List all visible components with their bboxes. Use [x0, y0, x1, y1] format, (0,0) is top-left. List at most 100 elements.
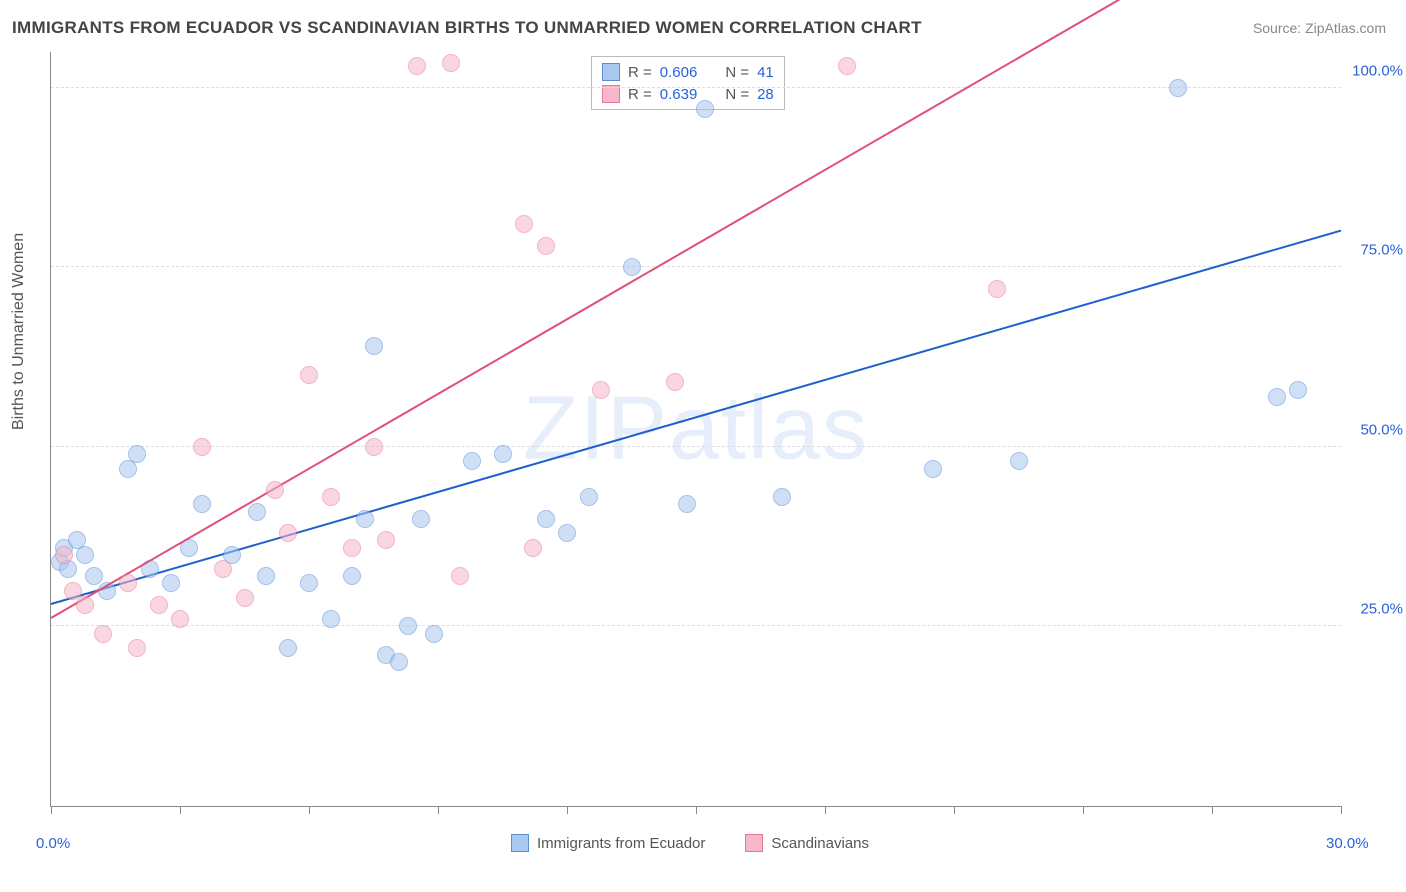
legend-swatch [745, 834, 763, 852]
legend-swatch [602, 63, 620, 81]
data-point [425, 625, 443, 643]
data-point [322, 488, 340, 506]
data-point [399, 617, 417, 635]
legend-swatch [511, 834, 529, 852]
x-tick [1341, 806, 1342, 814]
x-tick [825, 806, 826, 814]
chart-title: IMMIGRANTS FROM ECUADOR VS SCANDINAVIAN … [12, 18, 922, 38]
data-point [365, 438, 383, 456]
data-point [150, 596, 168, 614]
n-label: N = [725, 86, 749, 103]
data-point [377, 531, 395, 549]
data-point [988, 280, 1006, 298]
data-point [1169, 79, 1187, 97]
data-point [537, 510, 555, 528]
data-point [412, 510, 430, 528]
series-legend: Immigrants from Ecuador Scandinavians [511, 834, 869, 852]
data-point [85, 567, 103, 585]
data-point [193, 495, 211, 513]
plot-area: ZIPatlas R =0.606N =41R =0.639N =28 Immi… [50, 52, 1341, 807]
data-point [322, 610, 340, 628]
data-point [356, 510, 374, 528]
gridline [51, 87, 1341, 88]
data-point [343, 567, 361, 585]
data-point [119, 574, 137, 592]
data-point [300, 366, 318, 384]
trend-line [51, 230, 1342, 605]
legend-row: R = 0.606 N = 41 [602, 61, 774, 83]
x-tick [438, 806, 439, 814]
data-point [171, 610, 189, 628]
data-point [451, 567, 469, 585]
data-point [623, 258, 641, 276]
x-tick [1083, 806, 1084, 814]
legend-label: Immigrants from Ecuador [537, 835, 705, 852]
data-point [279, 524, 297, 542]
data-point [1289, 381, 1307, 399]
x-tick-label: 0.0% [36, 835, 70, 852]
data-point [94, 625, 112, 643]
data-point [924, 460, 942, 478]
data-point [558, 524, 576, 542]
data-point [76, 596, 94, 614]
data-point [55, 546, 73, 564]
x-tick [1212, 806, 1213, 814]
n-value: 28 [757, 86, 774, 103]
data-point [248, 503, 266, 521]
data-point [537, 237, 555, 255]
r-label: R = [628, 86, 652, 103]
data-point [76, 546, 94, 564]
r-label: R = [628, 64, 652, 81]
x-tick [180, 806, 181, 814]
n-value: 41 [757, 64, 774, 81]
n-label: N = [725, 64, 749, 81]
r-value: 0.606 [660, 64, 698, 81]
data-point [580, 488, 598, 506]
legend-item: Scandinavians [745, 834, 869, 852]
data-point [442, 54, 460, 72]
data-point [666, 373, 684, 391]
data-point [592, 381, 610, 399]
data-point [838, 57, 856, 75]
x-tick [696, 806, 697, 814]
source-label: Source: ZipAtlas.com [1253, 20, 1386, 36]
data-point [266, 481, 284, 499]
data-point [365, 337, 383, 355]
gridline [51, 446, 1341, 447]
data-point [193, 438, 211, 456]
data-point [515, 215, 533, 233]
x-tick [954, 806, 955, 814]
watermark-text: ZIPatlas [523, 378, 869, 481]
x-tick-label: 30.0% [1326, 835, 1369, 852]
data-point [343, 539, 361, 557]
data-point [214, 560, 232, 578]
data-point [257, 567, 275, 585]
data-point [678, 495, 696, 513]
legend-item: Immigrants from Ecuador [511, 834, 705, 852]
data-point [128, 445, 146, 463]
data-point [524, 539, 542, 557]
y-tick-label: 50.0% [1360, 421, 1403, 438]
data-point [408, 57, 426, 75]
y-tick-label: 75.0% [1360, 242, 1403, 259]
gridline [51, 266, 1341, 267]
data-point [773, 488, 791, 506]
correlation-legend: R = 0.606 N = 41 R = 0.639 N = 28 [591, 56, 785, 110]
legend-label: Scandinavians [771, 835, 869, 852]
data-point [162, 574, 180, 592]
x-tick [567, 806, 568, 814]
data-point [300, 574, 318, 592]
data-point [279, 639, 297, 657]
y-tick-label: 25.0% [1360, 601, 1403, 618]
y-axis-title: Births to Unmarried Women [10, 233, 28, 430]
data-point [1268, 388, 1286, 406]
data-point [64, 582, 82, 600]
data-point [390, 653, 408, 671]
data-point [236, 589, 254, 607]
data-point [1010, 452, 1028, 470]
r-value: 0.639 [660, 86, 698, 103]
data-point [128, 639, 146, 657]
x-tick [51, 806, 52, 814]
data-point [463, 452, 481, 470]
y-tick-label: 100.0% [1352, 62, 1403, 79]
